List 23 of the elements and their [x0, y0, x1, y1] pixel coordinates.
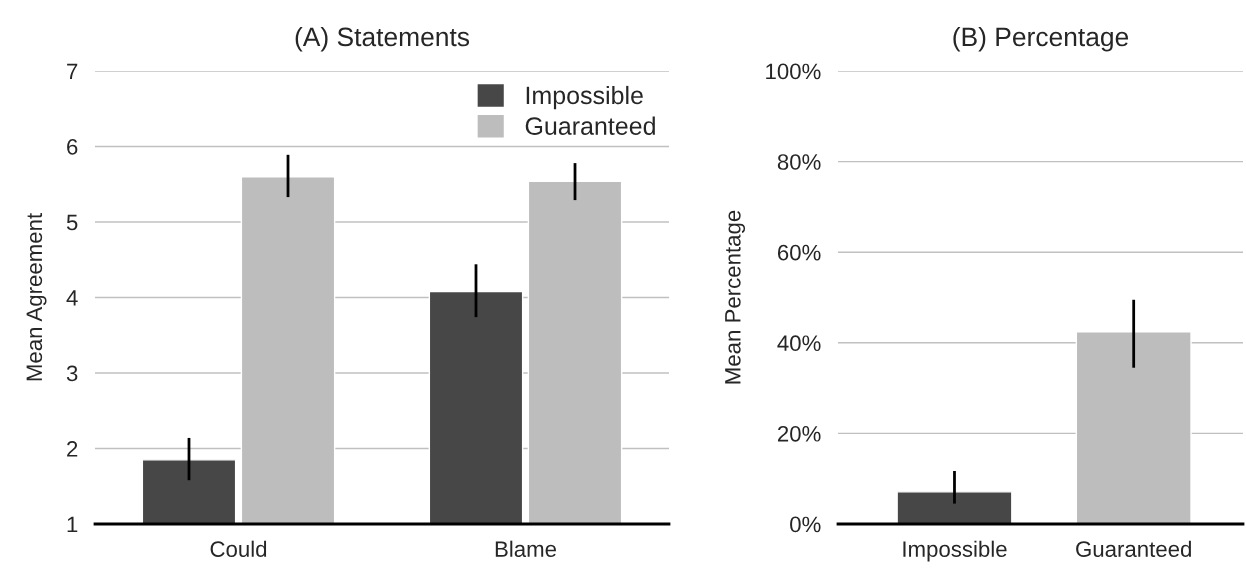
- y-axis-title: Mean Percentage: [725, 210, 746, 384]
- legend-label: Guaranteed: [525, 116, 655, 135]
- y-tick-label: 40%: [777, 335, 821, 352]
- y-tick-label: 4: [66, 290, 78, 306]
- x-tick-label: Guaranteed: [1076, 540, 1191, 557]
- x-tick-label: Could: [210, 540, 267, 557]
- y-tick-label: 5: [66, 214, 78, 231]
- y-tick-label: 6: [67, 139, 78, 155]
- x-tick-label: Impossible: [903, 540, 1007, 562]
- y-tick-label: 7: [67, 63, 78, 80]
- y-tick-label: 0%: [790, 516, 821, 533]
- y-tick-label: 2: [67, 441, 78, 457]
- y-tick-label: 80%: [777, 154, 821, 170]
- y-tick-label: 20%: [777, 425, 821, 442]
- y-axis-title: Mean Agreement: [26, 213, 47, 381]
- x-tick-label: Blame: [495, 540, 557, 557]
- legend-label: Impossible: [526, 85, 643, 110]
- chart-title: (B) Percentage: [953, 26, 1129, 52]
- y-tick-label: 100%: [766, 63, 821, 80]
- y-tick-label: 60%: [777, 244, 821, 261]
- chart-title: (A) Statements: [295, 26, 470, 52]
- y-tick-label: 3: [66, 365, 78, 382]
- y-tick-label: 1: [67, 516, 78, 533]
